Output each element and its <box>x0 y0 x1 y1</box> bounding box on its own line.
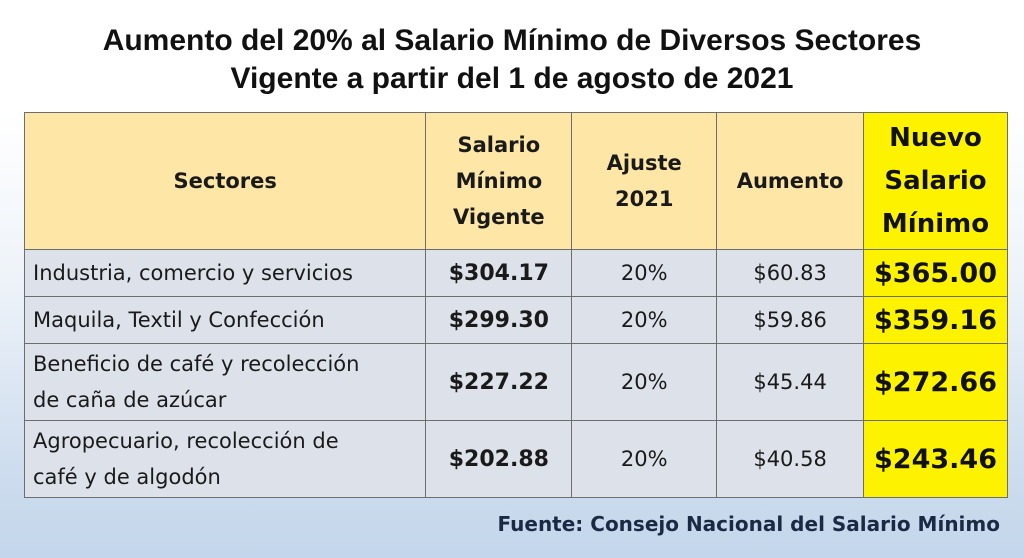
nuevo-cell: $359.16 <box>863 296 1008 344</box>
table-row: Maquila, Textil y Confección $299.30 20%… <box>23 296 1008 344</box>
sector-cell: Maquila, Textil y Confección <box>23 296 427 344</box>
title-line-2: Vigente a partir del 1 de agosto de 2021 <box>230 62 794 95</box>
aumento-cell: $60.83 <box>716 249 865 297</box>
sector-cell: Industria, comercio y servicios <box>23 249 427 297</box>
header-ajuste-line: Ajuste <box>606 151 682 175</box>
header-vigente-line: Vigente <box>453 205 545 229</box>
aumento-cell: $59.86 <box>716 296 865 344</box>
nuevo-cell: $243.46 <box>863 420 1008 498</box>
sector-line: café y de algodón <box>33 465 221 489</box>
header-vigente-line: Salario <box>457 133 541 157</box>
table-row: Agropecuario, recolección de café y de a… <box>23 420 1008 498</box>
header-row: Sectores Salario Mínimo Vigente Ajuste 2… <box>23 112 1008 250</box>
vigente-cell: $227.22 <box>425 343 573 421</box>
header-nuevo-line: Nuevo <box>889 122 982 153</box>
header-ajuste-line: 2021 <box>614 187 674 211</box>
salary-table: Sectores Salario Mínimo Vigente Ajuste 2… <box>23 112 1008 498</box>
page-title: Aumento del 20% al Salario Mínimo de Div… <box>0 22 1024 98</box>
vigente-cell: $202.88 <box>425 420 573 498</box>
sector-cell: Agropecuario, recolección de café y de a… <box>23 420 427 498</box>
sector-cell: Beneficio de café y recolección de caña … <box>23 343 427 421</box>
header-nuevo-line: Salario <box>884 165 987 196</box>
table-row: Beneficio de café y recolección de caña … <box>23 343 1008 421</box>
sector-line: Agropecuario, recolección de <box>33 429 339 453</box>
aumento-cell: $40.58 <box>716 420 865 498</box>
ajuste-cell: 20% <box>571 296 718 344</box>
ajuste-cell: 20% <box>571 249 718 297</box>
header-vigente-line: Mínimo <box>455 169 543 193</box>
sector-line: Industria, comercio y servicios <box>33 261 353 285</box>
ajuste-cell: 20% <box>571 343 718 421</box>
header-ajuste: Ajuste 2021 <box>571 112 718 250</box>
header-nuevo: Nuevo Salario Mínimo <box>863 112 1008 250</box>
header-sectores: Sectores <box>23 112 427 250</box>
header-nuevo-line: Mínimo <box>881 208 990 239</box>
ajuste-cell: 20% <box>571 420 718 498</box>
vigente-cell: $304.17 <box>425 249 573 297</box>
aumento-cell: $45.44 <box>716 343 865 421</box>
nuevo-cell: $272.66 <box>863 343 1008 421</box>
table-row: Industria, comercio y servicios $304.17 … <box>23 249 1008 297</box>
title-line-1: Aumento del 20% al Salario Mínimo de Div… <box>102 24 922 57</box>
header-aumento-label: Aumento <box>736 169 844 193</box>
source-note: Fuente: Consejo Nacional del Salario Mín… <box>497 512 1000 536</box>
header-vigente: Salario Mínimo Vigente <box>425 112 573 250</box>
sector-line: Beneficio de café y recolección <box>33 352 360 376</box>
sector-line: de caña de azúcar <box>33 388 227 412</box>
header-aumento: Aumento <box>716 112 865 250</box>
header-sectores-label: Sectores <box>173 169 277 193</box>
sector-line: Maquila, Textil y Confección <box>33 308 325 332</box>
nuevo-cell: $365.00 <box>863 249 1008 297</box>
vigente-cell: $299.30 <box>425 296 573 344</box>
